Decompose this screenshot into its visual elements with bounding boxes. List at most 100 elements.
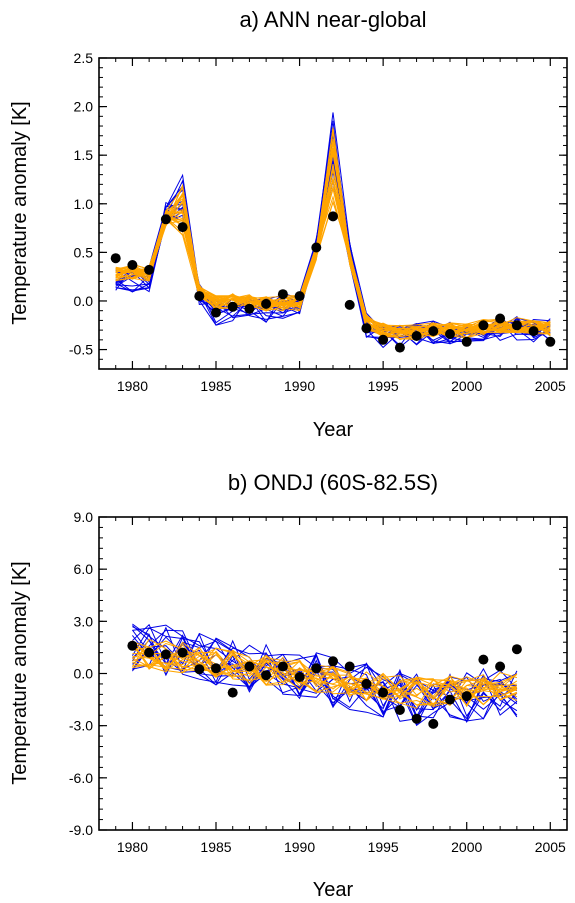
panel-a-observation-point — [261, 298, 272, 309]
panel-b-observation-points — [127, 640, 522, 729]
panel-a-ytick-label: 2.5 — [74, 50, 94, 66]
panel-a-observation-point — [528, 326, 539, 337]
panel-a-observation-point — [495, 313, 506, 324]
panel-b-ytick-label: 6.0 — [74, 561, 94, 577]
panel-b-observation-point — [328, 656, 338, 667]
panel-a-ylabel: Temperature anomaly [K] — [9, 101, 31, 324]
panel-a-xtick-label: 1990 — [284, 378, 315, 394]
panel-a: a) ANN near-global 1980 1985 1990 1995 2000 2… — [9, 7, 568, 441]
panel-b-observation-point — [294, 672, 305, 682]
panel-a-ensemble-line — [115, 199, 551, 341]
panel-b-ytick-label: -9.0 — [69, 822, 93, 838]
panel-b-ensemble-line — [132, 651, 517, 700]
panel-b-observation-point — [277, 661, 288, 672]
panel-a-ensemble-line — [115, 166, 551, 345]
panel-a-frame — [98, 57, 568, 370]
panel-a-observation-point — [428, 326, 439, 337]
panel-b-observation-point — [361, 678, 372, 689]
panel-b-ytick-label: -3.0 — [69, 718, 93, 734]
panel-a-ensemble-line — [115, 169, 551, 339]
panel-b-ensemble-line — [132, 642, 518, 706]
panel-b-observation-point — [344, 661, 355, 672]
panel-b-ensemble-line — [132, 641, 518, 699]
panel-a-ytick-label: 0.5 — [74, 244, 94, 260]
panel-a-ensemble-line — [115, 164, 551, 338]
panel-a-observation-point — [545, 336, 556, 347]
panel-b-xtick-label: 1980 — [117, 839, 148, 855]
panel-b-observation-point — [478, 654, 489, 665]
panel-b-observation-point — [211, 663, 221, 674]
panel-a-observation-point — [160, 214, 171, 225]
panel-a-observation-point — [378, 334, 389, 345]
panel-b-ytick-label: 9.0 — [74, 509, 94, 525]
panel-b-ensemble-line — [132, 624, 518, 708]
panel-b-ytick-label: 3.0 — [74, 613, 94, 629]
panel-a-ensemble-line — [115, 167, 551, 341]
panel-a-xtick-label: 1980 — [117, 378, 148, 394]
panel-a-observation-point — [511, 320, 522, 331]
panel-a-ensemble-line — [115, 140, 551, 337]
panel-b-xtick-label: 2005 — [535, 839, 566, 855]
panel-a-ensemble-line — [115, 140, 551, 337]
panel-b-observation-point — [495, 661, 506, 672]
panel-b-observation-point — [127, 640, 138, 651]
panel-a-ytick-label: 0.0 — [74, 293, 94, 309]
panel-a-ensemble-line — [115, 169, 551, 338]
panel-b-observation-point — [160, 649, 171, 660]
panel-b-observation-point — [227, 687, 238, 698]
panel-a-ensemble-line — [115, 166, 551, 340]
panel-a-xtick-label: 1985 — [200, 378, 231, 394]
panel-a-observation-point — [328, 211, 338, 222]
panel-b-ensemble-line — [132, 639, 518, 719]
panel-a-xtick-label: 2005 — [535, 378, 566, 394]
panel-a-title: a) ANN near-global — [239, 7, 426, 32]
panel-b-observation-point — [144, 647, 155, 658]
panel-a-observation-point — [445, 329, 455, 339]
panel-b-observation-point — [428, 718, 439, 729]
panel-b-title: b) ONDJ (60S-82.5S) — [228, 470, 438, 495]
panel-b: b) ONDJ (60S-82.5S) 1980 1985 1990 1995 2000… — [9, 470, 568, 901]
panel-a-observation-points — [110, 211, 556, 353]
panel-a-observation-point — [311, 242, 322, 253]
panel-b-ylabel: Temperature anomaly [K] — [9, 561, 31, 784]
panel-b-observation-point — [244, 661, 255, 672]
panel-a-observation-point — [194, 291, 205, 302]
panel-a-observation-point — [127, 260, 138, 270]
panel-b-observation-point — [261, 670, 272, 681]
panel-b-observation-point — [461, 691, 472, 702]
panel-a-xlabel: Year — [313, 419, 354, 441]
panel-b-ytick-label: -6.0 — [69, 770, 93, 786]
panel-b-observation-point — [411, 713, 422, 724]
panel-b-frame — [98, 516, 568, 831]
panel-a-observation-point — [394, 342, 405, 353]
panel-a-xtick-label: 2000 — [451, 378, 482, 394]
panel-a-observation-point — [144, 264, 155, 275]
panel-b-xtick-label: 2000 — [451, 839, 482, 855]
panel-a-observation-point — [294, 291, 305, 302]
panel-a-xtick-label: 1995 — [368, 378, 399, 394]
panel-a-ensemble-line — [115, 186, 551, 339]
panel-a-observation-point — [277, 289, 288, 300]
panel-a-observation-point — [177, 222, 188, 233]
panel-b-ensemble-line — [131, 643, 518, 706]
panel-b-xtick-label: 1995 — [368, 839, 399, 855]
panel-a-ensemble-line — [115, 179, 551, 335]
panel-a-ticks: 1980 1985 1990 1995 2000 2005 -0.5 0.0 0.5 1.0 1.5… — [69, 50, 568, 394]
panel-a-observation-point — [344, 299, 355, 310]
panel-a-ytick-label: -0.5 — [69, 342, 93, 358]
panel-a-observation-point — [411, 331, 422, 341]
panel-a-observation-point — [478, 320, 489, 331]
panel-a-observation-point — [227, 301, 238, 312]
panel-a-ensemble-lines — [115, 112, 551, 349]
panel-a-observation-point — [361, 323, 372, 334]
panel-a-ytick-label: 1.0 — [74, 196, 94, 212]
panel-a-observation-point — [110, 253, 121, 264]
panel-a-ensemble-line — [115, 147, 551, 335]
panel-a-ensemble-line — [115, 128, 551, 335]
panel-b-observation-point — [394, 705, 405, 715]
panel-b-ensemble-line — [131, 640, 518, 701]
panel-b-observation-point — [194, 664, 205, 675]
panel-a-ensemble-line — [115, 167, 551, 339]
panel-a-observation-point — [211, 307, 221, 318]
